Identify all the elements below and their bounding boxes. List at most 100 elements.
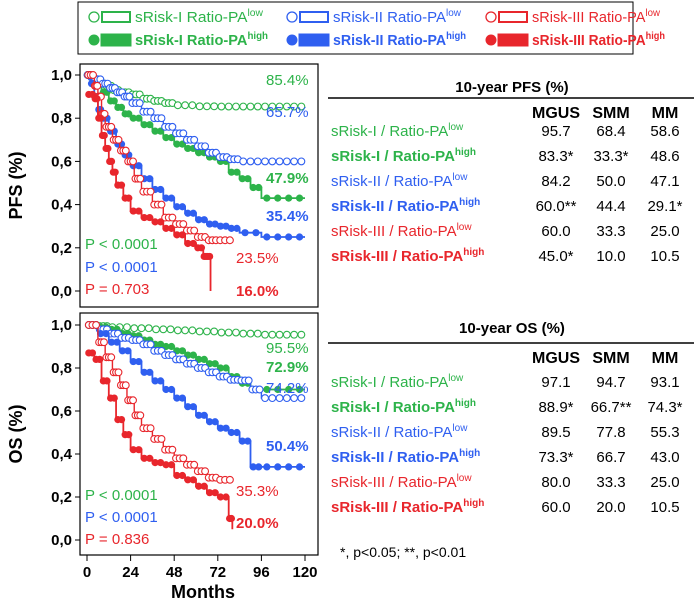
os-censor-mark bbox=[146, 368, 154, 376]
os-series-3: 50.4% bbox=[86, 321, 309, 471]
pfs-censor-mark bbox=[179, 129, 188, 138]
os_table-cell: 60.0 bbox=[541, 499, 570, 516]
os-censor-mark bbox=[129, 396, 137, 405]
os_table-title: 10-year OS (%) bbox=[459, 320, 565, 337]
os-censor-mark bbox=[268, 330, 277, 339]
xtick-label: 48 bbox=[166, 564, 183, 581]
pfs-censor-mark bbox=[200, 216, 208, 224]
pfs-censor-mark bbox=[140, 213, 148, 222]
os_table-row-label: sRisk-III / Ratio-PAlow bbox=[331, 473, 472, 491]
os-censor-mark bbox=[140, 454, 148, 462]
os-censor-mark bbox=[102, 330, 110, 338]
os-censor-mark bbox=[211, 360, 219, 368]
pfs-censor-mark bbox=[178, 203, 186, 211]
os-censor-mark bbox=[275, 330, 284, 339]
pfs-censor-mark bbox=[146, 213, 154, 222]
legend-item-srisk-iii-high: sRisk-III Ratio-PAhigh bbox=[485, 31, 665, 49]
os-censor-mark bbox=[123, 323, 131, 332]
os_table-cell: 77.8 bbox=[596, 424, 625, 441]
pfs-censor-mark bbox=[255, 183, 263, 192]
os-series-5: 20.0% bbox=[85, 349, 279, 532]
os-censor-mark bbox=[173, 326, 182, 335]
os-censor-mark bbox=[125, 431, 133, 439]
os-censor-mark bbox=[137, 324, 146, 333]
pfs-censor-mark bbox=[184, 239, 192, 248]
pfs-censor-mark bbox=[233, 224, 241, 232]
pfs-censor-mark bbox=[211, 220, 219, 228]
os-censor-mark bbox=[129, 357, 137, 366]
pfs-pvalue: P < 0.0001 bbox=[85, 259, 158, 276]
pfs_table-row-label-text: sRisk-I / Ratio-PA bbox=[331, 123, 448, 140]
os-censor-mark bbox=[246, 329, 255, 338]
os-censor-mark bbox=[201, 467, 210, 476]
pfs-censor-mark bbox=[202, 102, 211, 111]
os-censor-mark bbox=[117, 416, 126, 424]
xtick-label: 96 bbox=[253, 564, 270, 581]
os-censor-mark bbox=[178, 347, 186, 355]
pfs_table-row-label-superscript: high bbox=[463, 247, 484, 258]
os-ytick-label: 0,6 bbox=[51, 403, 72, 420]
os_table-footnote: *, p<0.05; **, p<0.01 bbox=[340, 544, 466, 560]
os_table-row-label-superscript: low bbox=[448, 373, 464, 384]
pfs-censor-mark bbox=[184, 209, 192, 217]
pfs-censor-mark bbox=[100, 131, 108, 140]
os-ylabel: OS (%) bbox=[6, 404, 26, 463]
os-censor-mark bbox=[239, 329, 248, 338]
os-censor-mark bbox=[195, 411, 203, 419]
os-censor-mark bbox=[168, 445, 177, 454]
legend-item-srisk-i-low: sRisk-I Ratio-PA low bbox=[88, 8, 264, 26]
pfs-censor-mark bbox=[173, 101, 182, 110]
pfs-pvalue: P = 0.703 bbox=[85, 281, 149, 298]
legend-marker-dot bbox=[485, 11, 497, 23]
os-censor-mark bbox=[129, 446, 137, 454]
legend-marker-box bbox=[100, 33, 132, 47]
os-censor-mark bbox=[114, 368, 123, 377]
os-censor-mark bbox=[195, 482, 203, 490]
pfs-censor-mark bbox=[146, 175, 154, 183]
pfs-censor-mark bbox=[253, 157, 262, 166]
os_table-cell: 66.7 bbox=[596, 449, 625, 466]
pfs-censor-mark bbox=[188, 101, 197, 110]
os_table-row: sRisk-I / Ratio-PAhigh 88.9* 66.7** 74.3* bbox=[331, 398, 683, 416]
os_table-cell: 55.3 bbox=[650, 424, 679, 441]
legend: sRisk-I Ratio-PA low sRisk-II Ratio-PAlow s… bbox=[77, 1, 665, 55]
os-censor-mark bbox=[156, 459, 165, 467]
pfs_table-row-label-superscript: high bbox=[455, 147, 476, 158]
pfs-censor-mark bbox=[107, 157, 116, 165]
os-censor-mark bbox=[151, 459, 159, 467]
os-ytick-label: 0,8 bbox=[51, 360, 72, 377]
pfs-censor-mark bbox=[135, 114, 143, 122]
os-censor-mark bbox=[224, 328, 233, 337]
os-censor-mark bbox=[216, 424, 225, 432]
pfs_table-row-label: sRisk-III / Ratio-PAlow bbox=[331, 222, 472, 240]
os-end-label: 35.3% bbox=[236, 483, 279, 500]
pfs-censor-mark bbox=[135, 99, 144, 108]
pfs-censor-mark bbox=[224, 102, 233, 111]
pfs-ylabel: PFS (%) bbox=[6, 151, 26, 219]
pfs_table-cell: 10.5 bbox=[650, 248, 679, 265]
pfs-censor-mark bbox=[162, 224, 170, 232]
os-censor-mark bbox=[121, 381, 130, 390]
os-series-2: 74.2% bbox=[84, 321, 309, 403]
os-series-0: 95.5% bbox=[84, 321, 309, 357]
os_table-cell: 89.5 bbox=[541, 424, 570, 441]
pfs-censor-mark bbox=[244, 175, 252, 183]
os-censor-mark bbox=[274, 463, 282, 471]
os-censor-mark bbox=[166, 325, 175, 334]
pfs_table-row: sRisk-I / Ratio-PAlow 95.7 68.4 58.6 bbox=[331, 122, 680, 140]
os_table-cell: 25.0 bbox=[650, 474, 679, 491]
pfs-censor-mark bbox=[275, 157, 284, 166]
os-censor-mark bbox=[124, 347, 132, 355]
pfs-censor-mark bbox=[261, 157, 269, 166]
legend-label: sRisk-I Ratio-PAhigh bbox=[135, 31, 268, 49]
pfs-censor-mark bbox=[297, 102, 306, 111]
os-censor-mark bbox=[136, 411, 145, 420]
os-censor-mark bbox=[178, 471, 186, 480]
pfs-ytick-label: 0,0 bbox=[51, 283, 72, 300]
os-ytick-label: 0,4 bbox=[51, 446, 73, 463]
pfs-censor-mark bbox=[173, 231, 181, 239]
pfs_table-row-label-text: sRisk-II / Ratio-PA bbox=[331, 198, 459, 215]
pfs-ytick-label: 1,0 bbox=[51, 67, 72, 84]
pfs-end-label: 16.0% bbox=[236, 283, 279, 300]
